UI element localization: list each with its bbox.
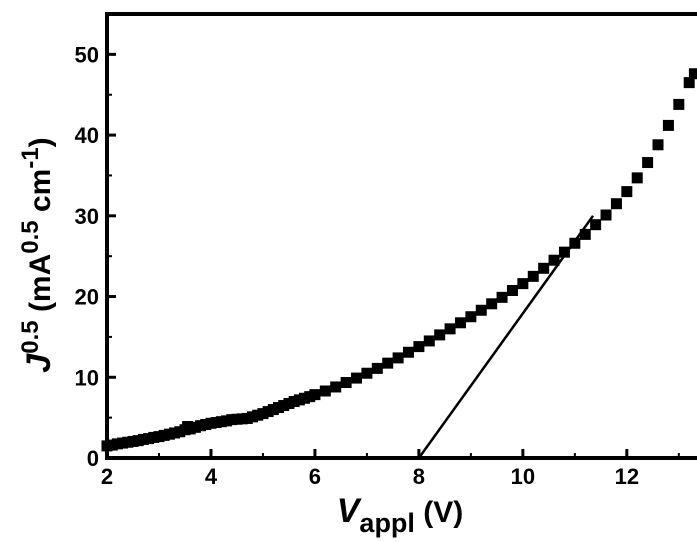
data-point: [673, 98, 685, 110]
data-point: [558, 246, 570, 258]
y-axis-ticks: 0 10 20 30 40 50: [75, 42, 116, 471]
y-tick-label: 50: [75, 42, 99, 67]
data-point: [319, 385, 331, 397]
data-point: [688, 68, 697, 80]
y-axis-title-sup3: -1: [17, 147, 44, 168]
data-point: [621, 186, 633, 198]
data-point: [371, 362, 383, 374]
data-markers: [101, 68, 697, 452]
data-point: [465, 311, 477, 323]
y-axis-title-sup1: 0.5: [17, 320, 44, 353]
data-point: [351, 372, 363, 384]
data-point: [486, 298, 498, 310]
x-axis-title-main: V: [337, 492, 363, 530]
data-point: [569, 237, 581, 249]
data-point: [527, 270, 539, 282]
x-axis-title-unit: (V): [415, 496, 463, 529]
data-point: [423, 335, 435, 347]
data-point: [402, 346, 414, 358]
y-tick-label: 40: [75, 123, 99, 148]
data-point: [517, 278, 529, 290]
x-tick-label: 2: [101, 464, 113, 489]
data-point: [538, 262, 550, 274]
y-axis-title-sup2: 0.5: [17, 220, 44, 253]
fit-line-group: [417, 215, 595, 459]
data-point: [392, 352, 404, 364]
y-axis-title: J0.5 (mA0.5 cm-1): [17, 137, 58, 372]
x-tick-label: 12: [615, 464, 639, 489]
x-axis-title-sub: appl: [359, 508, 415, 538]
data-point: [642, 157, 654, 169]
data-point: [382, 357, 394, 369]
data-point: [434, 329, 446, 341]
data-point: [579, 228, 591, 240]
x-axis-title: Vappl (V): [337, 492, 464, 538]
data-point: [506, 284, 518, 296]
y-tick-label: 20: [75, 285, 99, 310]
y-tick-label: 0: [87, 446, 99, 471]
data-point: [454, 317, 466, 329]
data-point: [548, 254, 560, 266]
data-point: [413, 341, 425, 353]
y-tick-label: 10: [75, 365, 99, 390]
data-point: [683, 77, 695, 89]
x-tick-label: 4: [205, 464, 218, 489]
data-point: [652, 139, 664, 151]
y-axis-title-tail: cm: [24, 169, 57, 221]
data-point: [662, 119, 674, 131]
data-point: [600, 209, 612, 221]
data-point: [444, 323, 456, 335]
y-tick-label: 30: [75, 204, 99, 229]
data-point: [330, 381, 342, 393]
data-point: [309, 389, 321, 401]
plot-frame: [105, 12, 697, 460]
data-point: [631, 172, 643, 184]
data-point: [475, 304, 487, 316]
data-point: [496, 291, 508, 303]
x-tick-label: 10: [511, 464, 535, 489]
x-axis-ticks: 2 4 6 8 10 12: [101, 449, 680, 489]
y-axis-title-end: ): [24, 137, 57, 147]
data-point: [590, 219, 602, 231]
y-axis-title-mid: (mA: [24, 254, 57, 321]
x-tick-label: 8: [413, 464, 425, 489]
x-tick-label: 6: [309, 464, 321, 489]
fit-line: [417, 215, 595, 459]
y-axis-title-main: J: [20, 353, 58, 373]
data-point: [610, 198, 622, 210]
data-point: [340, 377, 352, 389]
data-point: [361, 367, 373, 379]
